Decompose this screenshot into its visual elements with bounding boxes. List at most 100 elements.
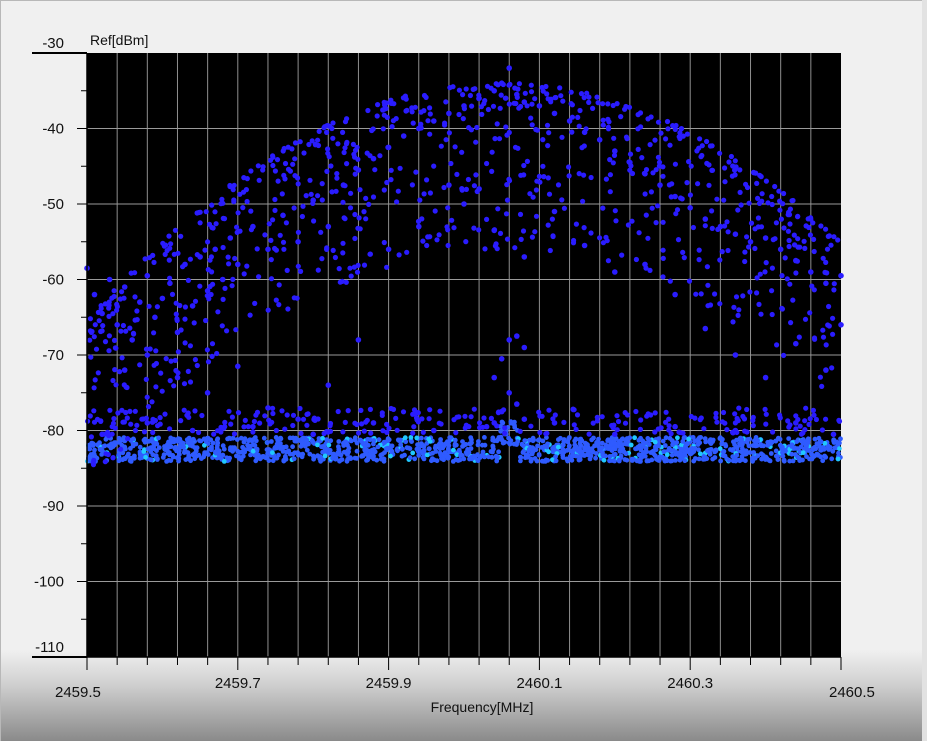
x-tick-label: 2459.9 (366, 675, 412, 692)
envelope-point (361, 262, 368, 268)
noise-floor-point (209, 444, 214, 450)
noise-floor-point (814, 451, 820, 457)
noise-floor-point (254, 456, 260, 461)
envelope-point (112, 367, 118, 373)
envelope-point (754, 290, 760, 296)
data-point (370, 420, 377, 426)
data-point (461, 103, 467, 109)
envelope-point (669, 181, 675, 187)
noise-floor-point (221, 459, 227, 464)
clutter-point (586, 431, 592, 437)
noise-floor-point (402, 452, 407, 458)
envelope-point (196, 209, 202, 216)
data-point (174, 374, 181, 381)
noise-floor-point (281, 444, 287, 450)
envelope-point (315, 137, 321, 143)
envelope-point (696, 257, 702, 263)
envelope-point (742, 249, 748, 255)
noise-floor-point (296, 452, 301, 458)
envelope-point (559, 197, 565, 203)
clutter-point (550, 416, 556, 422)
envelope-point (185, 368, 191, 374)
clutter-point (152, 417, 158, 424)
envelope-point (636, 230, 642, 236)
noise-floor-point (802, 439, 807, 444)
envelope-point (168, 358, 174, 364)
envelope-point (247, 312, 253, 318)
envelope-point (686, 278, 693, 284)
noise-floor-point (156, 435, 162, 441)
envelope-point (309, 138, 315, 144)
data-point (627, 159, 633, 166)
envelope-point (283, 220, 289, 226)
clutter-point (394, 427, 400, 433)
envelope-point (712, 291, 718, 297)
clutter-point (652, 410, 658, 416)
envelope-point (203, 209, 209, 215)
data-point (250, 223, 256, 230)
noise-floor-point (541, 458, 546, 464)
envelope-point (819, 383, 825, 389)
envelope-point (98, 328, 104, 335)
envelope-point (333, 188, 339, 194)
envelope-point (717, 150, 723, 156)
noise-floor-point (336, 444, 341, 450)
noise-floor-point (751, 450, 756, 455)
data-point (551, 110, 558, 117)
noise-floor-point (512, 419, 517, 425)
noise-floor-point (656, 458, 662, 463)
envelope-point (758, 311, 764, 317)
noise-floor-point (357, 437, 363, 443)
noise-floor-point (155, 456, 160, 462)
clutter-point (419, 416, 425, 422)
envelope-point (512, 245, 518, 251)
noise-floor-point (718, 458, 723, 464)
envelope-point (372, 167, 378, 173)
noise-floor-point (567, 454, 573, 459)
y-unit-label: Ref[dBm] (90, 32, 148, 48)
clutter-point (298, 430, 304, 436)
data-point (498, 408, 505, 415)
envelope-point (285, 306, 291, 312)
envelope-point (311, 218, 317, 224)
envelope-point (441, 184, 447, 191)
envelope-point (655, 154, 662, 160)
noise-floor-point (695, 439, 701, 444)
noise-floor-point (304, 447, 310, 453)
envelope-point (607, 189, 613, 195)
clutter-point (228, 421, 234, 427)
noise-floor-point (616, 439, 622, 444)
envelope-point (579, 145, 585, 151)
clutter-point (770, 429, 776, 435)
noise-floor-point (834, 439, 840, 445)
noise-floor-point (777, 436, 783, 442)
envelope-point (653, 167, 659, 173)
envelope-point (714, 196, 720, 202)
noise-floor-point (836, 446, 842, 451)
envelope-point (665, 126, 671, 132)
x-tick-label: 2459.7 (215, 675, 261, 692)
envelope-point (427, 190, 433, 196)
envelope-point (555, 182, 562, 188)
envelope-point (87, 316, 93, 322)
noise-floor-point (448, 435, 454, 440)
envelope-point (325, 150, 331, 156)
noise-floor-point (623, 438, 629, 443)
envelope-point (698, 291, 704, 297)
envelope-point (795, 236, 801, 242)
envelope-point (725, 247, 731, 254)
envelope-point (347, 265, 353, 271)
envelope-point (610, 160, 616, 166)
noise-floor-point (270, 450, 275, 455)
noise-floor-point (365, 436, 371, 442)
clutter-point (368, 430, 374, 436)
clutter-point (570, 407, 576, 413)
noise-floor-point (345, 456, 351, 462)
noise-floor-point (750, 457, 755, 463)
envelope-point (769, 288, 775, 294)
noise-floor-point (116, 435, 122, 441)
noise-floor-point (440, 445, 446, 451)
noise-floor-point (570, 450, 575, 455)
envelope-point (656, 159, 663, 165)
envelope-point (334, 175, 340, 181)
